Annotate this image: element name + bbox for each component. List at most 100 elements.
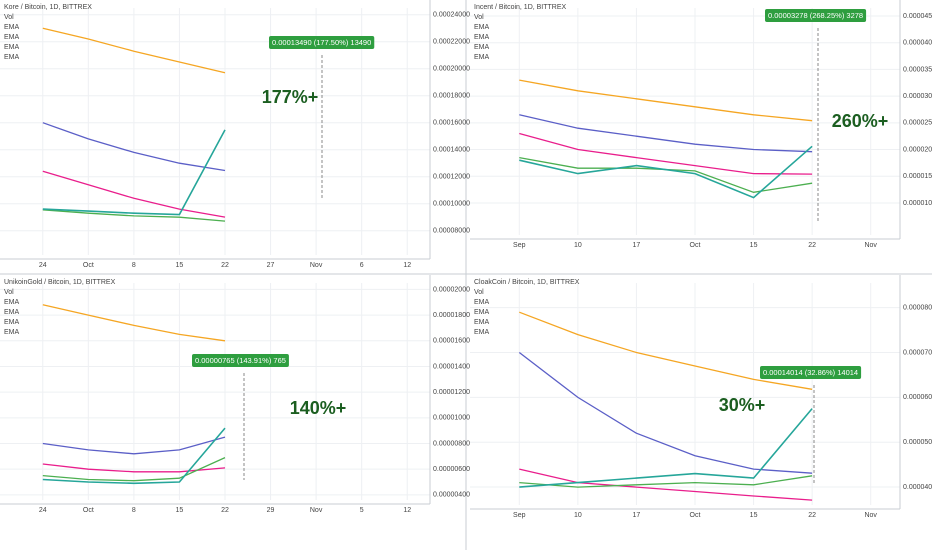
y-tick-label: 0.00003000: [903, 93, 932, 100]
annotation-badge: [765, 8, 867, 22]
y-tick-label: 0.00012000: [433, 174, 470, 181]
chart-title: Kore / Bitcoin, 1D, BITTREX: [4, 4, 92, 11]
ema-line: [519, 79, 813, 122]
x-tick-label: 17: [633, 512, 641, 519]
x-tick-label: Oct: [83, 262, 94, 269]
price-line: [519, 408, 813, 488]
y-tick-label: 0.00002000: [903, 146, 932, 153]
legend-item: EMA: [4, 34, 20, 41]
legend-item: EMA: [474, 309, 490, 316]
y-tick-label: 0.00004000: [903, 40, 932, 47]
legend-item: EMA: [4, 54, 20, 61]
legend-item: EMA: [474, 24, 490, 31]
y-tick-label: 0.00001200: [433, 389, 470, 396]
legend-item: Vol: [4, 14, 14, 21]
y-tick-label: 0.00020000: [433, 66, 470, 73]
x-tick-label: 15: [750, 512, 758, 519]
x-tick-label: 24: [39, 262, 47, 269]
ema-line: [519, 114, 813, 153]
y-tick-label: 0.00022000: [433, 39, 470, 46]
y-tick-label: 0.00000600: [433, 466, 470, 473]
ema-line: [519, 132, 813, 175]
y-tick-label: 0.00016000: [433, 120, 470, 127]
x-tick-label: 5: [360, 507, 364, 514]
x-tick-label: Sep: [513, 242, 526, 249]
y-tick-label: 0.00003500: [903, 66, 932, 73]
x-tick-label: 8: [132, 507, 136, 514]
legend-item: EMA: [474, 329, 490, 336]
x-tick-label: 27: [267, 262, 275, 269]
y-tick-label: 0.00001800: [433, 312, 470, 319]
x-tick-label: 15: [176, 262, 184, 269]
y-tick-label: 0.00004000: [903, 484, 932, 491]
x-tick-label: 22: [808, 242, 816, 249]
callout: 30%+: [719, 395, 766, 415]
x-tick-label: Nov: [310, 507, 323, 514]
ema-line: [519, 475, 813, 488]
legend-item: EMA: [474, 54, 490, 61]
x-tick-label: 22: [221, 507, 229, 514]
price-line: [42, 427, 226, 485]
annotation-label: 0.00003278 (268.25%) 3278: [768, 11, 863, 20]
chart-title: CloakCoin / Bitcoin, 1D, BITTREX: [474, 279, 580, 286]
y-tick-label: 0.00008000: [433, 228, 470, 235]
x-tick-label: Oct: [690, 512, 701, 519]
x-tick-label: 10: [574, 512, 582, 519]
callout: 260%+: [832, 111, 889, 131]
x-tick-label: 15: [750, 242, 758, 249]
ema-line: [42, 122, 226, 172]
annotation-badge: [192, 353, 289, 367]
x-tick-label: 12: [403, 507, 411, 514]
x-tick-label: 6: [360, 262, 364, 269]
y-tick-label: 0.00005000: [903, 439, 932, 446]
x-tick-label: 8: [132, 262, 136, 269]
x-tick-label: Sep: [513, 512, 526, 519]
ema-line: [42, 463, 226, 473]
x-tick-label: 22: [808, 512, 816, 519]
chart-title: UnikoinGold / Bitcoin, 1D, BITTREX: [4, 279, 116, 286]
y-tick-label: 0.00000800: [433, 440, 470, 447]
x-tick-label: Nov: [310, 262, 323, 269]
y-tick-label: 0.00002500: [903, 120, 932, 127]
x-tick-label: Oct: [83, 507, 94, 514]
y-tick-label: 0.00001500: [903, 173, 932, 180]
price-line: [42, 129, 226, 216]
y-tick-label: 0.00001600: [433, 338, 470, 345]
annotation-label: 0.00014014 (32.86%) 14014: [763, 368, 858, 377]
y-tick-label: 0.00008000: [903, 305, 932, 312]
y-tick-label: 0.00002000: [433, 286, 470, 293]
legend-item: EMA: [474, 299, 490, 306]
y-tick-label: 0.00001000: [433, 415, 470, 422]
y-tick-label: 0.00024000: [433, 12, 470, 19]
ema-line: [42, 436, 226, 455]
legend-item: Vol: [4, 289, 14, 296]
y-tick-label: 0.00004500: [903, 13, 932, 20]
x-tick-label: 22: [221, 262, 229, 269]
x-tick-label: 17: [633, 242, 641, 249]
y-tick-label: 0.00001000: [903, 200, 932, 207]
annotation-badge: [269, 35, 375, 49]
callout: 177%+: [262, 87, 319, 107]
ema-line: [42, 457, 226, 482]
annotation-label: 0.00013490 (177.50%) 13490: [272, 38, 371, 47]
legend-item: EMA: [4, 319, 20, 326]
x-tick-label: 15: [176, 507, 184, 514]
x-tick-label: 29: [267, 507, 275, 514]
chart-title: Incent / Bitcoin, 1D, BITTREX: [474, 4, 567, 11]
x-tick-label: 24: [39, 507, 47, 514]
legend-item: Vol: [474, 14, 484, 21]
ema-line: [42, 170, 226, 218]
legend-item: EMA: [4, 44, 20, 51]
y-tick-label: 0.00018000: [433, 93, 470, 100]
legend-item: EMA: [4, 329, 20, 336]
price-line: [519, 145, 813, 199]
legend-item: EMA: [474, 319, 490, 326]
legend-item: EMA: [4, 299, 20, 306]
x-tick-label: Oct: [690, 242, 701, 249]
y-tick-label: 0.00014000: [433, 147, 470, 154]
x-tick-label: Nov: [864, 512, 877, 519]
y-tick-label: 0.00007000: [903, 349, 932, 356]
y-tick-label: 0.00000400: [433, 492, 470, 499]
